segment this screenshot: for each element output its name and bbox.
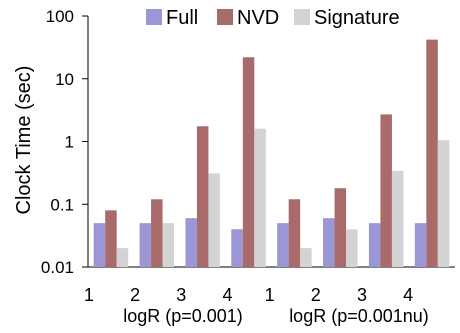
y-tick-label: 1 — [65, 133, 74, 152]
x-tick-label: 2 — [130, 285, 140, 305]
legend-label-full: Full — [166, 7, 198, 29]
legend-label-nvd: NVD — [237, 7, 279, 29]
x-tick-label: 3 — [176, 285, 186, 305]
legend-item-nvd: NVD — [217, 7, 279, 29]
bar-nvd-7 — [380, 114, 392, 268]
bar-nvd-6 — [334, 188, 347, 267]
bar-signature-5 — [300, 248, 312, 267]
bar-full-6 — [323, 218, 335, 267]
x-tick-label: 2 — [311, 285, 321, 305]
x-tick-label: 4 — [222, 285, 232, 305]
bar-nvd-8 — [426, 39, 438, 267]
bar-full-8 — [414, 223, 427, 267]
y-tick-label: 0.01 — [41, 258, 74, 277]
bar-signature-6 — [346, 229, 358, 267]
bar-full-2 — [139, 223, 152, 267]
x-tick-label: 1 — [84, 285, 94, 305]
bar-full-3 — [185, 218, 197, 267]
group-label-2: logR (p=0.001nu) — [289, 306, 429, 326]
legend-swatch-nvd — [217, 9, 233, 25]
x-tick-label: 4 — [403, 285, 413, 305]
bar-signature-2 — [162, 223, 175, 267]
bar-signature-3 — [208, 173, 220, 267]
bar-signature-7 — [391, 170, 404, 267]
group-label-1: logR (p=0.001) — [123, 306, 243, 326]
bar-nvd-4 — [242, 57, 255, 268]
bar-nvd-2 — [151, 199, 163, 267]
legend-swatch-full — [146, 9, 162, 25]
bar-nvd-5 — [288, 199, 301, 267]
y-tick-label: 0.1 — [50, 195, 74, 214]
bar-full-7 — [368, 223, 381, 267]
legend-item-full: Full — [146, 7, 198, 29]
bar-signature-8 — [437, 140, 450, 267]
bar-signature-1 — [116, 248, 129, 267]
legend: Full NVD Signature — [146, 7, 400, 29]
x-tick-label: 3 — [357, 285, 367, 305]
x-tick-label: 1 — [265, 285, 275, 305]
legend-item-signature: Signature — [294, 7, 400, 29]
bar-full-4 — [231, 229, 243, 267]
bar-full-1 — [93, 223, 106, 267]
bar-full-5 — [277, 223, 289, 267]
legend-label-signature: Signature — [314, 7, 400, 29]
y-axis-title: Clock Time (sec) — [13, 66, 35, 215]
bar-nvd-1 — [105, 210, 117, 267]
legend-swatch-signature — [294, 9, 310, 25]
bars — [93, 39, 450, 268]
y-tick-label: 10 — [55, 70, 74, 89]
x-axis: 1 2 3 4 1 2 3 4 — [84, 285, 413, 305]
y-tick-label: 100 — [46, 7, 74, 26]
bar-signature-4 — [254, 128, 266, 267]
bar-nvd-3 — [196, 126, 209, 267]
